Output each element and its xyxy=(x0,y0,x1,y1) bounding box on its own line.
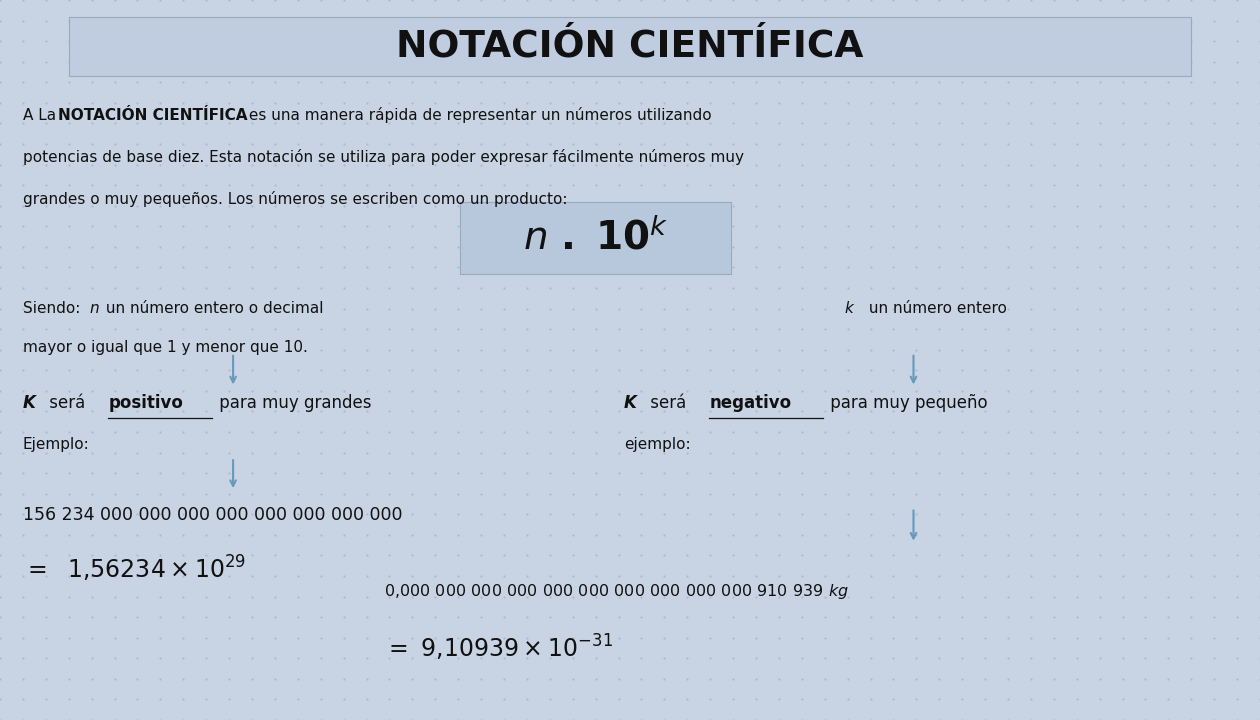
Text: k: k xyxy=(844,301,853,315)
Text: $0{,}000\ 000\ 000\ 000\ 000\ 000\ 000\ 000\ 000\ 000\ 910\ 939\ \mathit{kg}$: $0{,}000\ 000\ 000\ 000\ 000\ 000\ 000\ … xyxy=(384,582,849,601)
Text: será: será xyxy=(645,395,692,412)
Text: A La: A La xyxy=(23,108,60,122)
Text: K: K xyxy=(624,395,636,412)
Text: $=\ 9{,}10939\times10^{-31}$: $=\ 9{,}10939\times10^{-31}$ xyxy=(384,633,614,663)
Text: es una manera rápida de representar un números utilizando: es una manera rápida de representar un n… xyxy=(244,107,712,123)
Text: NOTACIÓN CIENTÍFICA: NOTACIÓN CIENTÍFICA xyxy=(397,28,863,64)
Text: NOTACIÓN CIENTÍFICA: NOTACIÓN CIENTÍFICA xyxy=(58,108,247,122)
FancyBboxPatch shape xyxy=(69,17,1191,76)
Text: $=\ \ 1{,}56234\times10^{29}$: $=\ \ 1{,}56234\times10^{29}$ xyxy=(23,554,246,584)
Text: 156 234 000 000 000 000 000 000 000 000: 156 234 000 000 000 000 000 000 000 000 xyxy=(23,505,402,524)
Text: Ejemplo:: Ejemplo: xyxy=(23,438,89,452)
Text: K: K xyxy=(23,395,35,412)
Text: será: será xyxy=(44,395,91,412)
Text: para muy pequeño: para muy pequeño xyxy=(825,395,988,412)
Text: Siendo:: Siendo: xyxy=(23,301,84,315)
Text: negativo: negativo xyxy=(709,395,791,412)
FancyBboxPatch shape xyxy=(460,202,731,274)
Text: $\mathit{n}\ \mathbf{.}\ \mathbf{10}^{\mathit{k}}$: $\mathit{n}\ \mathbf{.}\ \mathbf{10}^{\m… xyxy=(523,217,668,258)
Text: mayor o igual que 1 y menor que 10.: mayor o igual que 1 y menor que 10. xyxy=(23,341,307,355)
Text: un número entero o decimal: un número entero o decimal xyxy=(101,301,324,315)
Text: un número entero: un número entero xyxy=(864,301,1007,315)
Text: positivo: positivo xyxy=(108,395,183,412)
Text: grandes o muy pequeños. Los números se escriben como un producto:: grandes o muy pequeños. Los números se e… xyxy=(23,191,567,207)
Text: para muy grandes: para muy grandes xyxy=(214,395,372,412)
Text: potencias de base diez. Esta notación se utiliza para poder expresar fácilmente : potencias de base diez. Esta notación se… xyxy=(23,149,743,165)
Text: ejemplo:: ejemplo: xyxy=(624,438,690,452)
Text: n: n xyxy=(89,301,100,315)
